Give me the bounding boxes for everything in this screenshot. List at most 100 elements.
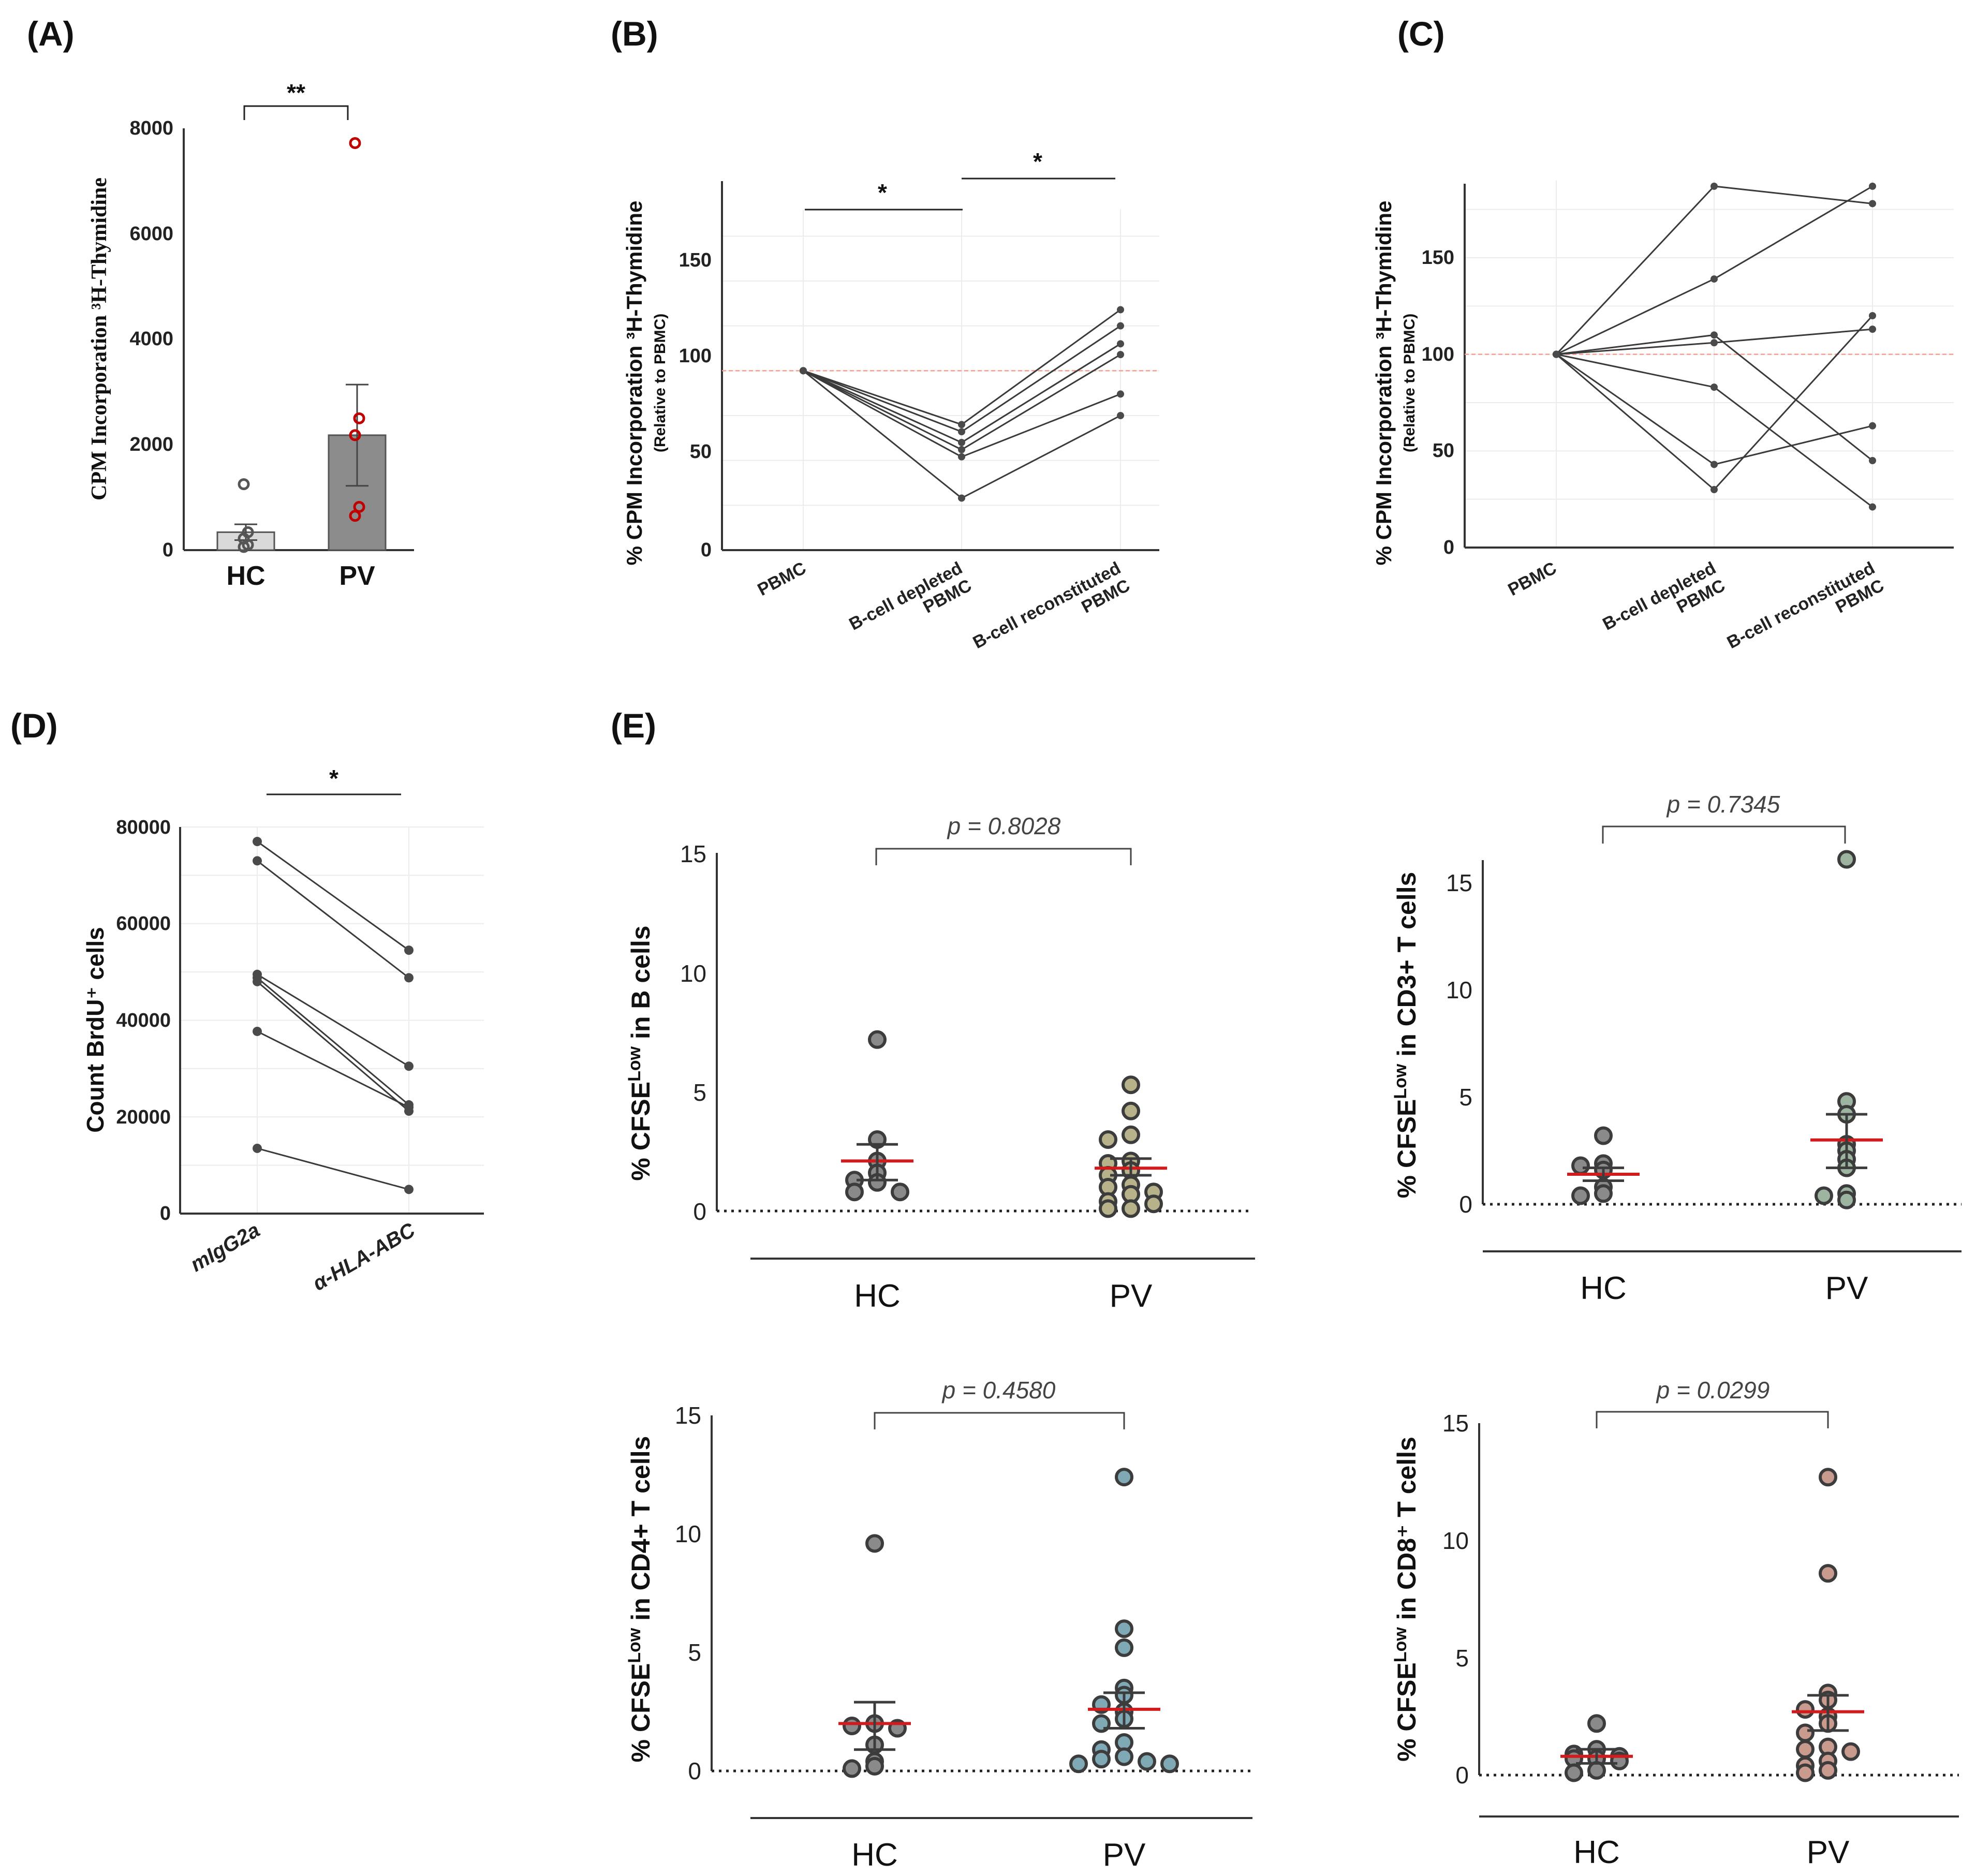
panel-c-point-7-2 [1869, 312, 1876, 319]
panel-b-point-5-1 [958, 453, 965, 461]
panel-e-cd8-pvalue: p = 0.0299 [1656, 1377, 1770, 1404]
panel-e-cd3-point-pv-0 [1837, 850, 1856, 869]
panel-e-cd3-y-label-part: % CFSE [1392, 1099, 1421, 1199]
panel-a-category-hc: HC [226, 561, 265, 591]
panel-e-cd4-point-hc-2 [843, 1716, 861, 1735]
panel-b-y-ticks: 0 50 100 150 [679, 249, 712, 561]
panel-e-b-y-label-rest: in B cells [626, 925, 655, 1046]
panel-a-ytick-0: 0 [163, 539, 173, 561]
panel-d-point-1-1 [404, 946, 414, 955]
panel-e-cd4-ytick-3: 15 [675, 1402, 701, 1429]
panel-e-cd4-ytick-1: 5 [688, 1639, 701, 1666]
panel-b-point-1-1 [958, 421, 965, 429]
panel-e-cd3-point-hc-2 [1571, 1156, 1590, 1175]
panel-e-b-ytick-2: 10 [680, 960, 706, 987]
panel-d-point-7-1 [404, 1185, 414, 1194]
panel-e-cd8-pvalue-bracket [1596, 1411, 1829, 1428]
panel-e-b-point-pv-0 [1122, 1075, 1140, 1095]
panel-e-b-pvalue: p = 0.8028 [947, 813, 1061, 839]
panel-a-ytick-3: 6000 [129, 223, 173, 245]
panel-e-cd4-point-hc-7 [843, 1759, 861, 1778]
panel-e-cd3-category-hc: HC [1580, 1271, 1627, 1306]
panel-e-cd8-point-hc-7 [1587, 1761, 1606, 1780]
panel-d-ytick-2: 40000 [116, 1010, 171, 1031]
panel-e-cd4-category-hc: HC [851, 1837, 898, 1873]
panel-e-cd8-point-pv-9 [1796, 1740, 1815, 1759]
panel-a: 0 2000 4000 6000 8000 HC PV ** CPM Incor… [87, 79, 414, 591]
panel-e-cd8-category-hc: HC [1573, 1835, 1620, 1870]
panel-e-cd4-point-pv-15 [1160, 1754, 1179, 1774]
panel-c-y-label: % CPM Incorporation ³H-Thymidine [1372, 201, 1396, 566]
panel-e-cd4-point-pv-12 [1092, 1750, 1111, 1769]
panel-a-marks [216, 137, 387, 553]
panel-b-point-6-1 [958, 494, 965, 502]
panel-c-point-7-0 [1553, 350, 1560, 358]
panel-c: 0 50 100 150 PBMC B-cell depleted PBMC B… [1372, 180, 1954, 653]
panel-b-y-sublabel: (Relative to PBMC) [652, 314, 669, 452]
panel-e-cd8-point-hc-0 [1587, 1714, 1606, 1733]
panel-e-b-point-hc-0 [868, 1030, 887, 1049]
panel-b-point-5-2 [1117, 390, 1124, 398]
panel-e-cd8-point-pv-7 [1796, 1723, 1815, 1742]
panel-d: 0 20000 40000 60000 80000 * mIgG2a α-HLA… [82, 765, 484, 1295]
panel-d-point-1-0 [253, 837, 262, 847]
panel-d-category-1: mIgG2a [186, 1219, 263, 1276]
panel-d-significance: * [329, 765, 338, 792]
panel-c-point-1-1 [1710, 182, 1718, 190]
panel-e-cd3-y-ticks: 0 5 10 15 [1446, 869, 1472, 1218]
panel-d-category-2: α-HLA-ABC [309, 1218, 420, 1295]
panel-a-ytick-2: 4000 [129, 328, 173, 350]
panel-e-b-pvalue-bracket [875, 848, 1132, 865]
panel-c-category-1-label: PBMC [1505, 558, 1560, 600]
panel-e-cd4-y-ticks: 0 5 10 15 [675, 1402, 701, 1784]
panel-c-marks [1465, 182, 1954, 511]
panel-a-point-0-0 [238, 478, 250, 491]
panel-e-cd4-point-pv-0 [1115, 1468, 1133, 1487]
panel-b-gridlines [722, 209, 1159, 550]
panel-e-b-ytick-1: 5 [693, 1079, 706, 1106]
panel-c-category-1: PBMC [1505, 558, 1560, 600]
panel-b-point-4-1 [958, 446, 965, 453]
panel-e-cd8-y-label: % CFSELow in CD8⁺ T cells [1391, 1437, 1421, 1762]
panel-a-point-1-3 [353, 500, 365, 513]
panel-b-point-3-2 [1117, 340, 1124, 348]
panel-b-point-6-2 [1117, 412, 1124, 419]
panel-e-cd8-point-pv-0 [1819, 1468, 1837, 1487]
panel-e-cd3-category-pv: PV [1825, 1271, 1868, 1306]
panel-b-category-1: PBMC [755, 558, 809, 600]
panel-c-point-6-1 [1710, 461, 1718, 468]
panel-c-gridlines [1465, 180, 1954, 548]
panel-e-cd3-ytick-3: 15 [1446, 869, 1472, 896]
panel-c-point-6-2 [1869, 422, 1876, 430]
panel-e-cd3-point-pv-9 [1837, 1190, 1856, 1209]
panel-c-category-3: B-cell reconstituted PBMC [1724, 558, 1887, 653]
panel-d-y-ticks: 0 20000 40000 60000 80000 [116, 817, 171, 1224]
panel-e-cd8-point-hc-8 [1565, 1763, 1583, 1782]
panel-e-b-point-hc-7 [891, 1183, 909, 1202]
panel-e-cd3-y-label-rest: in CD3+ T cells [1392, 872, 1421, 1064]
panel-b: 0 50 100 150 * * PBMC B-cell depleted PB… [622, 148, 1159, 653]
panel-letter-b: (B) [611, 14, 658, 53]
panel-e-b-ytick-0: 0 [693, 1198, 706, 1225]
panel-c-point-3-2 [1869, 457, 1876, 464]
panel-d-series-4 [257, 977, 409, 1106]
panel-letter-c: (C) [1397, 14, 1445, 53]
panel-e-cd8-ytick-3: 15 [1442, 1410, 1469, 1437]
panel-d-point-6-0 [253, 1026, 262, 1036]
panel-c-point-1-2 [1869, 200, 1876, 208]
panel-e-cd8-point-pv-13 [1819, 1761, 1837, 1780]
panel-e-cd3-y-label-sup: Low [1391, 1063, 1410, 1099]
panel-e-cd4-ytick-2: 10 [675, 1520, 701, 1547]
panel-e-cd4-point-pv-2 [1115, 1638, 1133, 1657]
panel-c-ytick-1: 50 [1433, 440, 1454, 462]
panel-letter-d: (D) [10, 706, 58, 745]
panel-e-cd4-point-pv-13 [1138, 1752, 1156, 1771]
panel-c-ytick-0: 0 [1443, 537, 1454, 558]
panel-e-cd8-marks [1560, 1468, 1864, 1782]
panel-e-cd4-y-label-rest: in CD4+ T cells [626, 1436, 655, 1628]
panel-b-ytick-0: 0 [701, 539, 712, 561]
panel-e-cd3-ytick-1: 5 [1459, 1084, 1472, 1111]
panel-b-marks [722, 306, 1159, 502]
panel-e-cd4-point-hc-0 [865, 1534, 884, 1553]
